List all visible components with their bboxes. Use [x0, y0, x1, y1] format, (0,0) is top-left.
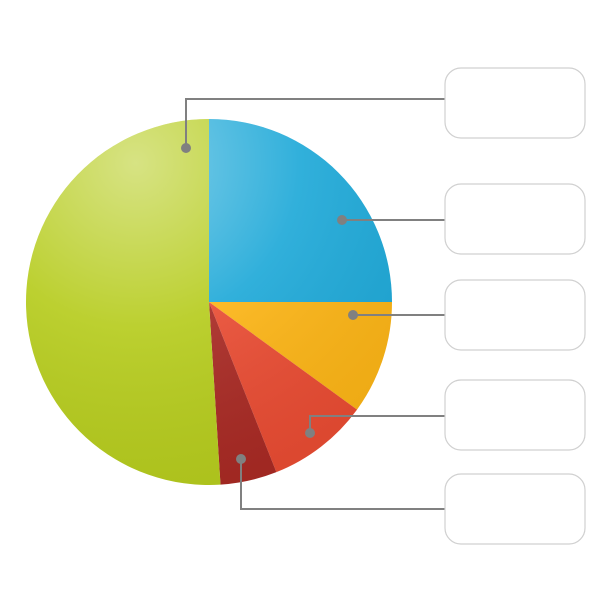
- connector-dot: [236, 454, 246, 464]
- connector-dots: [181, 143, 358, 464]
- connector: [185, 98, 445, 148]
- connector-dot: [181, 143, 191, 153]
- label-box: [444, 279, 586, 351]
- connector-dot: [305, 428, 315, 438]
- pie-slice: [209, 119, 392, 302]
- pie-slice: [25, 119, 221, 486]
- label-box: [444, 473, 586, 545]
- label-box: [444, 67, 586, 139]
- label-boxes: [444, 67, 586, 545]
- connector: [309, 415, 445, 433]
- label-box: [444, 379, 586, 451]
- connector-dot: [337, 215, 347, 225]
- connector: [240, 459, 445, 510]
- pie: [25, 119, 392, 486]
- connector-dot: [348, 310, 358, 320]
- connectors: [185, 98, 445, 510]
- label-box: [444, 183, 586, 255]
